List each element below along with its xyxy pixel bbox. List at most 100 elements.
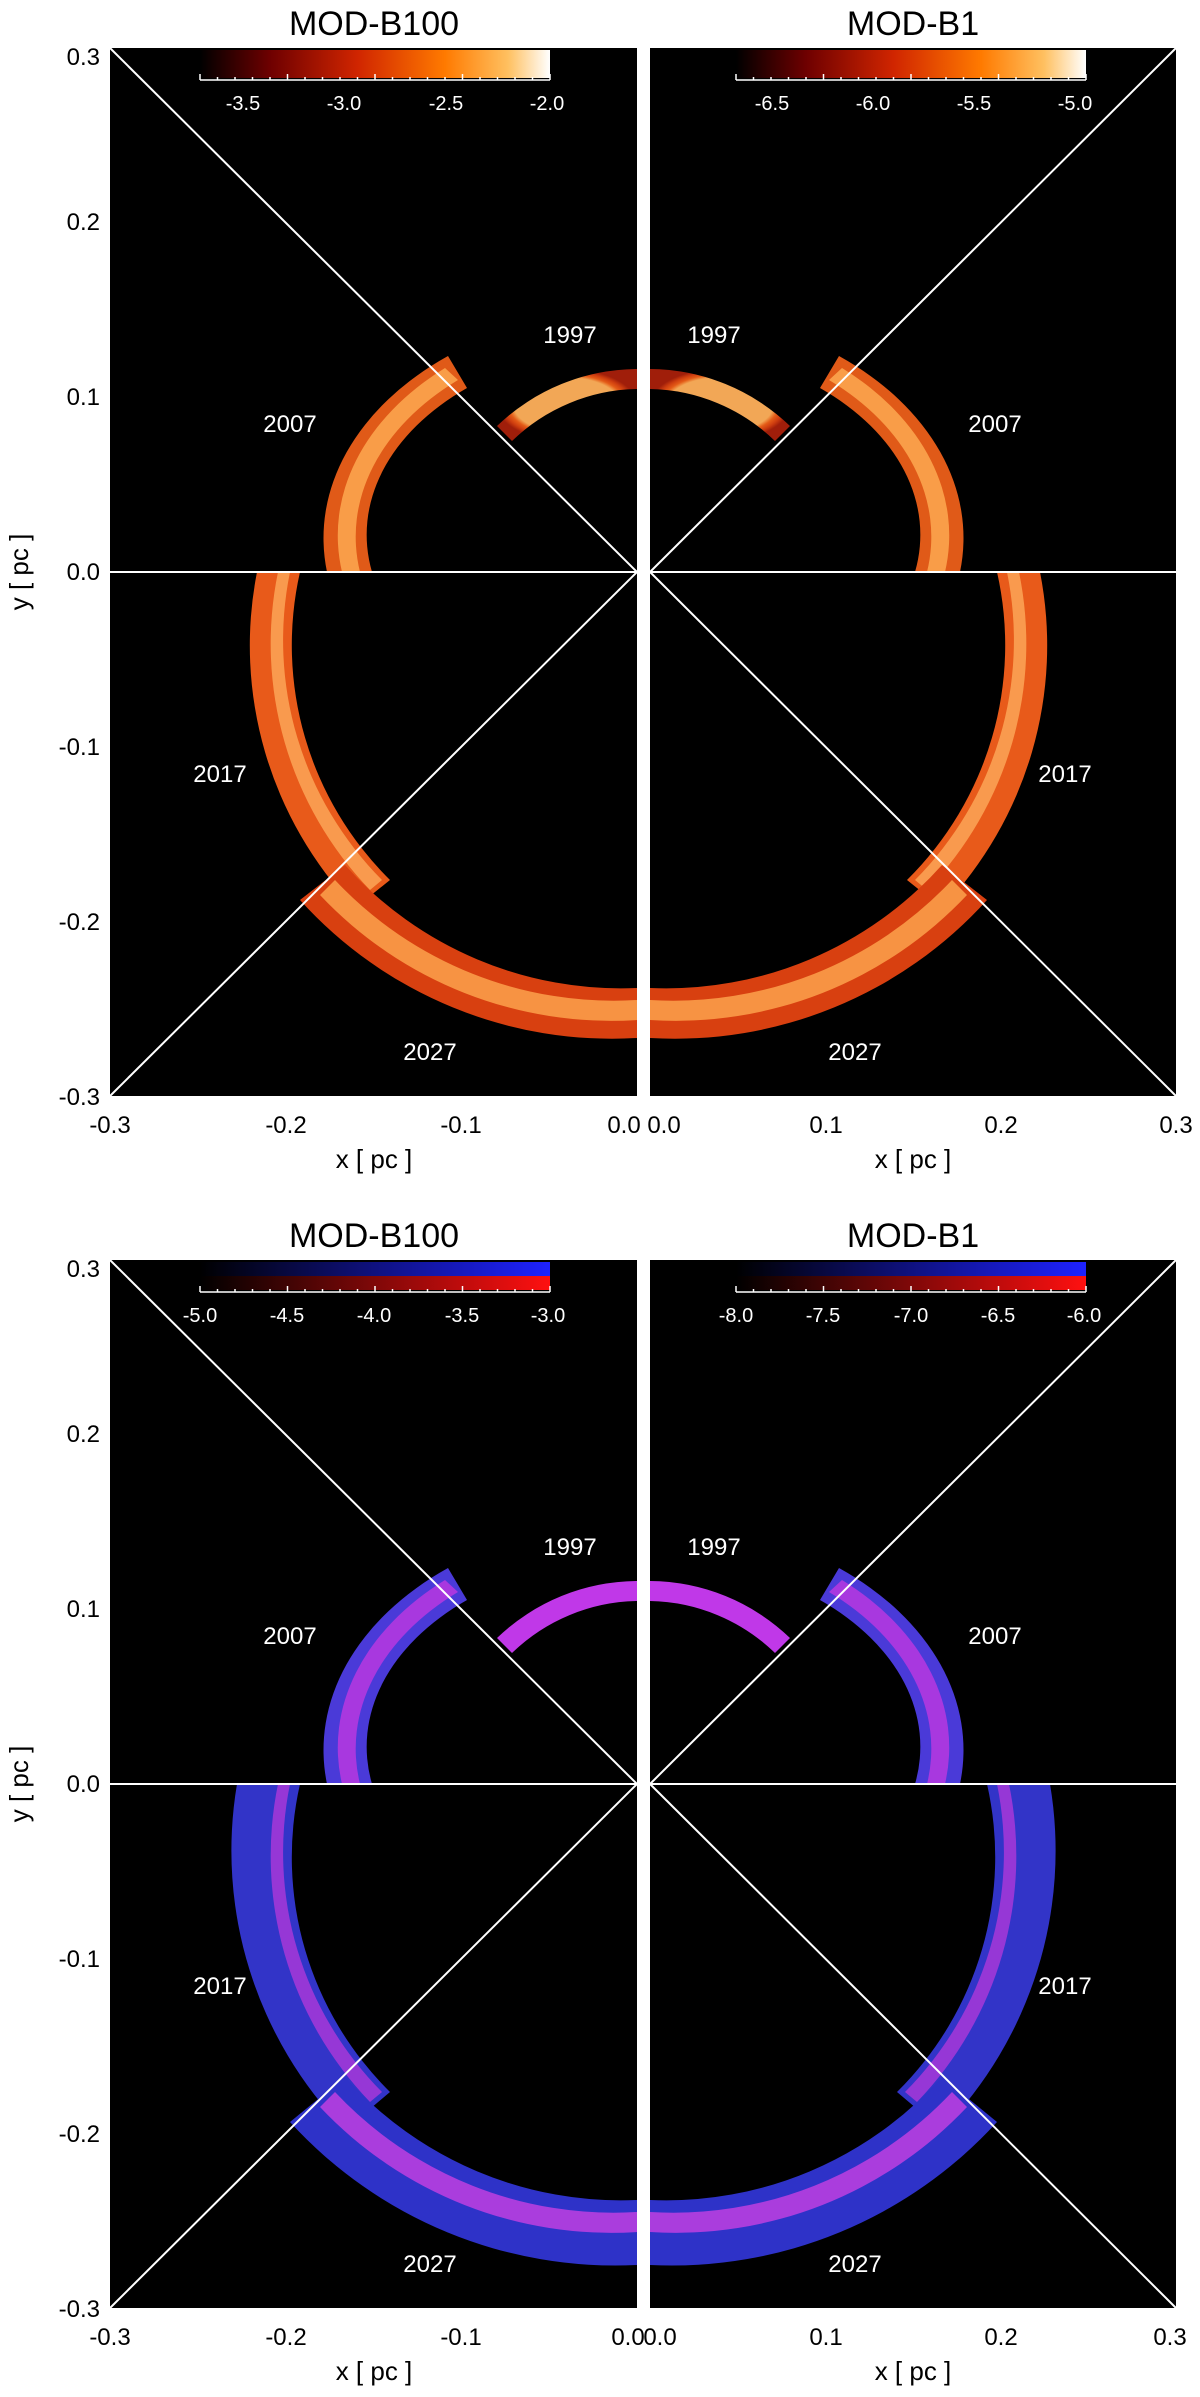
shell-1997-left [497, 1581, 637, 1653]
x-tick-label: 0.0 [607, 1112, 640, 1139]
cbar-tick-label: -7.0 [894, 1305, 928, 1327]
x-tick-label: 0.3 [1153, 2324, 1186, 2351]
y-tick-label: 0.1 [67, 1596, 100, 1623]
shell-2007-right [820, 1568, 964, 1784]
cbar-tick-label: -2.5 [429, 93, 463, 115]
sector-label-2007: 2007 [968, 1623, 1021, 1650]
sector-label-2017: 2017 [1038, 1973, 1091, 2000]
sector-label-2027: 2027 [403, 2251, 456, 2278]
sector-label-1997: 1997 [687, 322, 740, 349]
cbar-tick-label: -8.0 [719, 1305, 753, 1327]
top-left-shells [249, 356, 637, 1039]
cbar-tick-label: -6.5 [981, 1305, 1015, 1327]
x-tick-label: 0.2 [984, 2324, 1017, 2351]
y-tick-label: 0.0 [67, 1771, 100, 1798]
cbar-tick-label: -6.5 [755, 93, 789, 115]
sector-label-2007: 2007 [263, 411, 316, 438]
x-axis-label: x [ pc ] [875, 2356, 952, 2386]
sector-label-1997: 1997 [543, 1534, 596, 1561]
cbar-tick-label: -6.0 [856, 93, 890, 115]
sector-label-2027: 2027 [828, 2251, 881, 2278]
cbar-tick-label: -6.0 [1067, 1305, 1101, 1327]
panel-title-right: MOD-B1 [847, 5, 979, 43]
y-tick-label: 0.1 [67, 384, 100, 411]
sector-label-2007: 2007 [263, 1623, 316, 1650]
top-left-colorbar [200, 50, 550, 78]
shell-2007-right-inner [829, 1580, 950, 1784]
sector-label-2007: 2007 [968, 411, 1021, 438]
x-tick-label: -0.1 [440, 1112, 481, 1139]
x-tick-label: -0.2 [265, 2324, 306, 2351]
cbar-tick-label: -3.5 [445, 1305, 479, 1327]
y-tick-label: -0.1 [59, 1946, 100, 1973]
y-tick-label: 0.2 [67, 209, 100, 236]
top-panel: -3.5 -3.0 -2.5 -2.0 -6.5 -6.0 -5.5 -5.0 … [4, 5, 1193, 1174]
cbar-tick-label: -3.0 [327, 93, 361, 115]
shell-2017-left-inner [270, 1784, 382, 2102]
shell-1997-left [497, 369, 637, 441]
y-axis-label: y [ pc ] [4, 534, 34, 611]
y-tick-label: -0.3 [59, 2296, 100, 2323]
y-tick-label: 0.0 [67, 559, 100, 586]
x-tick-label: -0.3 [89, 2324, 130, 2351]
panel-title-left: MOD-B100 [289, 5, 459, 43]
x-tick-label: 0.0 [643, 2324, 676, 2351]
cbar-tick-label: -5.5 [957, 93, 991, 115]
sector-label-2017: 2017 [193, 761, 246, 788]
x-axis-label: x [ pc ] [336, 1144, 413, 1174]
shell-2007-left [323, 356, 467, 572]
sector-label-2027: 2027 [828, 1039, 881, 1066]
y-tick-label: 0.3 [67, 1256, 100, 1283]
top-right-colorbar [736, 50, 1086, 78]
shell-2027-right-inner [650, 2092, 967, 2233]
bottom-right-shells [650, 1568, 1056, 2266]
sector-label-2017: 2017 [193, 1973, 246, 2000]
shell-2027-left [300, 865, 637, 1039]
bottom-left-shells [231, 1568, 637, 2266]
y-tick-label: 0.3 [67, 44, 100, 71]
x-tick-label: 0.1 [809, 1112, 842, 1139]
x-axis-label: x [ pc ] [336, 2356, 413, 2386]
x-tick-label: 0.0 [647, 1112, 680, 1139]
shell-2007-right-inner [829, 368, 950, 572]
bottom-right-colorbar-blue [736, 1262, 1086, 1276]
shell-2017-right [907, 572, 1048, 908]
bottom-panel: -5.0 -4.5 -4.0 -3.5 -3.0 -8.0 -7.5 -7.0 … [4, 1217, 1187, 2386]
sector-label-2017: 2017 [1038, 761, 1091, 788]
shell-2017-left-inner [270, 572, 382, 890]
sector-label-1997: 1997 [687, 1534, 740, 1561]
bottom-sector-lines [109, 1259, 1177, 2309]
y-tick-label: -0.2 [59, 2121, 100, 2148]
shell-2007-left [323, 1568, 467, 1784]
cbar-tick-label: -3.0 [531, 1305, 565, 1327]
y-axis-label: y [ pc ] [4, 1746, 34, 1823]
x-tick-label: -0.2 [265, 1112, 306, 1139]
shell-1997-right [650, 1581, 790, 1653]
shell-2017-right-inner [905, 1784, 1017, 2102]
top-sector-lines [109, 47, 1177, 1097]
cbar-tick-label: -7.5 [806, 1305, 840, 1327]
panel-title-right: MOD-B1 [847, 1217, 979, 1255]
shell-2017-right-inner [915, 572, 1027, 890]
cbar-tick-label: -2.0 [530, 93, 564, 115]
x-tick-label: 0.0 [611, 2324, 644, 2351]
shell-1997-right [650, 369, 790, 441]
x-axis-label: x [ pc ] [875, 1144, 952, 1174]
cbar-tick-label: -4.5 [270, 1305, 304, 1327]
shell-2007-left-inner [337, 368, 458, 572]
y-tick-label: -0.2 [59, 909, 100, 936]
sector-label-1997: 1997 [543, 322, 596, 349]
panel-title-left: MOD-B100 [289, 1217, 459, 1255]
x-tick-label: -0.1 [440, 2324, 481, 2351]
shell-2027-left-inner [320, 880, 637, 1021]
x-tick-label: 0.1 [809, 2324, 842, 2351]
shell-2017-left [249, 572, 390, 908]
y-tick-label: 0.2 [67, 1421, 100, 1448]
cbar-tick-label: -5.0 [183, 1305, 217, 1327]
cbar-tick-label: -3.5 [226, 93, 260, 115]
x-tick-label: 0.2 [984, 1112, 1017, 1139]
sector-label-2027: 2027 [403, 1039, 456, 1066]
y-tick-label: -0.1 [59, 734, 100, 761]
x-tick-label: -0.3 [89, 1112, 130, 1139]
bottom-left-colorbar-blue [200, 1262, 550, 1276]
